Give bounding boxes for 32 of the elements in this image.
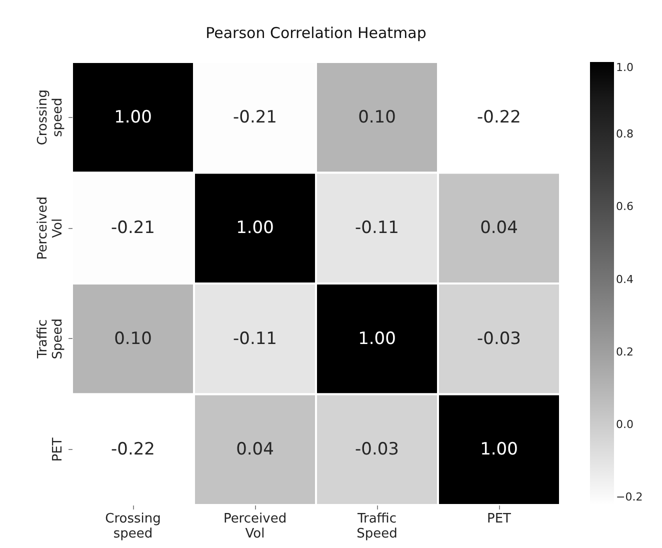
data-label: 0.04	[480, 218, 518, 238]
data-label: -0.22	[111, 440, 155, 460]
color-bar-label: 0.8	[616, 128, 634, 141]
data-label: 0.04	[236, 440, 274, 460]
data-label: 0.10	[114, 328, 152, 349]
data-label: 1.00	[236, 218, 274, 238]
data-label: -0.22	[477, 107, 521, 128]
data-label: -0.11	[355, 218, 399, 238]
data-label: -0.21	[111, 218, 155, 238]
color-bar-label: 0.2	[616, 345, 634, 358]
y-tick-label: Traffic Speed	[36, 318, 66, 360]
data-label: -0.21	[233, 107, 277, 128]
data-label: -0.03	[355, 440, 399, 460]
color-bar-label: 0.6	[616, 200, 634, 214]
y-tick-label: Crossing speed	[36, 90, 66, 146]
chart-title: Pearson Correlation Heatmap	[206, 24, 426, 42]
color-bar-label: 1.0	[616, 61, 634, 74]
y-tick-label: PET	[50, 438, 66, 462]
data-label: -0.11	[233, 328, 277, 349]
x-tick-label: PET	[487, 512, 512, 526]
data-label: 1.00	[114, 107, 152, 128]
y-tick-label: Perceived Vol	[36, 196, 66, 260]
color-bar-label: 0.4	[616, 272, 634, 286]
x-tick-label: Crossing speed	[105, 512, 161, 542]
color-bar-label: 0.0	[616, 418, 634, 432]
data-label: 0.10	[358, 107, 396, 128]
x-tick-label: Traffic Speed	[356, 512, 398, 542]
data-label: -0.03	[477, 328, 521, 349]
data-label: 1.00	[480, 440, 518, 460]
data-label: 1.00	[358, 328, 396, 349]
color-bar-label: −0.2	[616, 490, 643, 504]
x-tick-label: Perceived Vol	[223, 512, 287, 542]
